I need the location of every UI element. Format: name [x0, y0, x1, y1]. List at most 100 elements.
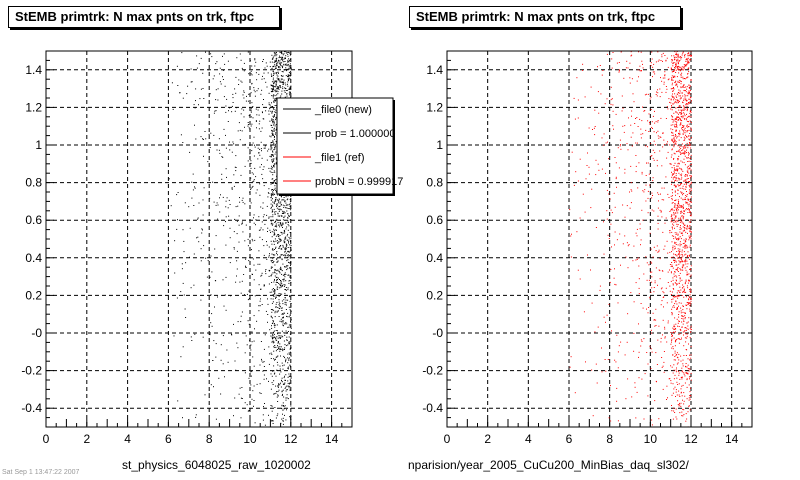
data-point — [650, 96, 652, 98]
x-tick-label: 10 — [243, 432, 257, 446]
data-point — [288, 368, 289, 370]
data-point — [262, 414, 264, 416]
data-point — [657, 207, 659, 209]
data-point — [275, 269, 277, 271]
data-point — [271, 243, 273, 245]
data-point — [678, 163, 680, 165]
data-point — [662, 365, 664, 367]
data-point — [215, 204, 217, 206]
data-point — [253, 214, 255, 216]
data-point — [210, 255, 212, 257]
data-point — [671, 105, 672, 107]
data-point — [652, 157, 654, 159]
data-point — [689, 225, 691, 226]
data-point — [255, 176, 257, 178]
data-point — [271, 291, 273, 293]
data-point — [687, 203, 689, 205]
x-tick-label: 12 — [284, 432, 298, 446]
data-point — [288, 74, 290, 76]
data-point — [268, 216, 270, 218]
data-point — [286, 52, 288, 54]
right-plot-title: StEMB primtrk: N max pnts on trk, ftpc — [409, 6, 681, 28]
data-point — [690, 144, 692, 146]
data-point — [280, 280, 281, 281]
data-point — [279, 346, 281, 348]
data-point — [685, 183, 687, 185]
data-point — [268, 363, 270, 365]
data-point — [284, 58, 286, 60]
data-point — [675, 121, 677, 123]
data-point — [681, 143, 683, 145]
data-point — [677, 61, 679, 63]
data-point — [284, 69, 286, 71]
x-tick-label: 2 — [484, 432, 491, 446]
data-point — [681, 232, 683, 234]
data-point — [689, 368, 691, 370]
data-point — [671, 339, 673, 341]
data-point — [679, 206, 681, 208]
data-point — [679, 236, 681, 238]
data-point — [680, 388, 682, 390]
data-point — [272, 322, 274, 324]
data-point — [595, 174, 597, 176]
data-point — [683, 296, 685, 298]
data-point — [283, 364, 285, 366]
data-point — [689, 157, 691, 159]
data-point — [610, 103, 612, 105]
data-point — [678, 162, 680, 164]
data-point — [660, 117, 662, 119]
data-point — [290, 281, 292, 283]
data-point — [272, 89, 274, 91]
data-point — [676, 308, 677, 310]
data-point — [675, 99, 677, 101]
data-point — [679, 184, 681, 186]
data-point — [279, 226, 281, 228]
data-point — [272, 335, 274, 336]
data-point — [275, 356, 277, 358]
data-point — [290, 249, 292, 251]
data-point — [220, 194, 221, 196]
data-point — [279, 238, 281, 240]
data-point — [275, 91, 277, 93]
data-point — [670, 88, 672, 90]
data-point — [674, 317, 676, 319]
data-point — [656, 364, 658, 365]
data-point — [278, 348, 280, 350]
data-point — [639, 228, 641, 230]
data-point — [273, 291, 275, 293]
data-point — [623, 77, 625, 79]
data-point — [225, 221, 226, 223]
data-point — [225, 244, 227, 246]
data-point — [283, 355, 285, 357]
data-point — [287, 59, 289, 61]
data-point — [283, 217, 285, 219]
data-point — [285, 309, 287, 310]
data-point — [238, 241, 240, 243]
data-point — [263, 406, 264, 408]
data-point — [672, 228, 673, 230]
data-point — [251, 150, 253, 152]
data-point — [258, 250, 260, 252]
data-point — [281, 78, 283, 80]
data-point — [659, 209, 661, 211]
data-point — [196, 55, 198, 57]
data-point — [669, 211, 671, 212]
data-point — [649, 184, 651, 186]
data-point — [662, 297, 664, 298]
data-point — [676, 225, 678, 227]
data-point — [188, 206, 190, 208]
data-point — [684, 224, 686, 226]
data-point — [682, 205, 684, 207]
data-point — [685, 240, 687, 242]
data-point — [682, 287, 684, 289]
data-point — [278, 383, 280, 385]
data-point — [682, 117, 684, 119]
data-point — [282, 223, 284, 225]
data-point — [677, 107, 678, 108]
data-point — [247, 122, 249, 123]
data-point — [680, 312, 682, 314]
data-point — [272, 161, 273, 163]
data-point — [623, 131, 625, 133]
data-point — [674, 191, 676, 193]
data-point — [271, 253, 273, 255]
